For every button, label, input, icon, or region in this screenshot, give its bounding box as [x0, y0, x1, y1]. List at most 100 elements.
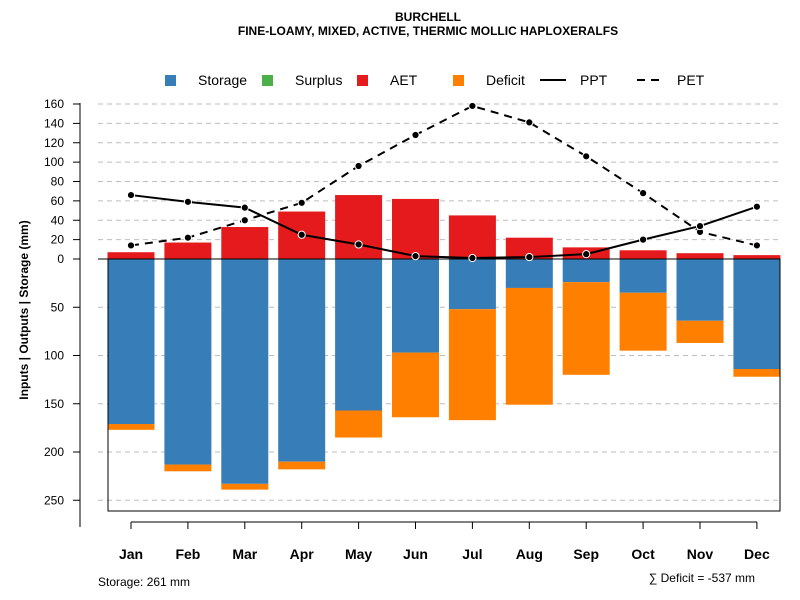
deficit-bar-aug: [505, 287, 553, 405]
deficit-bar-may: [335, 410, 383, 438]
deficit-bar-oct: [619, 292, 667, 351]
y-tick-label-80: 80: [51, 175, 65, 189]
x-tick-label-may: May: [345, 546, 372, 562]
deficit-bar-jul: [448, 309, 496, 421]
ppt-point-oct: [639, 235, 648, 244]
pet-point-apr: [297, 198, 306, 207]
bars: [107, 195, 781, 490]
legend-deficit-label: Deficit: [486, 72, 525, 88]
pet-point-mar: [240, 216, 249, 225]
storage-bar-may: [335, 259, 383, 411]
aet-bar-jan: [107, 252, 155, 259]
deficit-bar-mar: [221, 483, 269, 490]
storage-bar-sep: [562, 259, 610, 283]
ppt-point-dec: [752, 202, 762, 211]
storage-bar-apr: [278, 259, 326, 462]
pet-point-jan: [126, 241, 136, 250]
y-tick-label-neg-200: 200: [44, 445, 64, 459]
aet-bar-feb: [164, 242, 212, 259]
y-tick-label-neg-100: 100: [44, 349, 64, 363]
aet-bar-may: [335, 195, 383, 259]
y-tick-label-100: 100: [44, 155, 64, 169]
deficit-bar-dec: [733, 369, 781, 377]
legend-surplus-label: Surplus: [295, 72, 342, 88]
pet-point-jun: [411, 130, 420, 140]
storage-bar-feb: [164, 259, 212, 465]
ppt-point-nov: [695, 221, 705, 231]
pet-line: [130, 104, 758, 247]
legend-surplus-swatch: [262, 75, 273, 86]
aet-bar-mar: [221, 227, 269, 259]
y-tick-label-120: 120: [44, 136, 64, 150]
deficit-bar-jan: [107, 424, 155, 430]
legend-storage-swatch: [165, 75, 176, 86]
x-tick-label-nov: Nov: [687, 546, 714, 562]
pet-point-may: [354, 161, 363, 171]
y-axis-title: Inputs | Outputs | Storage (mm): [17, 220, 31, 399]
pet-point-feb: [183, 233, 192, 242]
legend: Storage Surplus AET Deficit PPT PET: [165, 72, 705, 88]
y-tick-label-0: 0: [57, 252, 64, 266]
ppt-point-jun: [411, 251, 420, 261]
storage-bar-mar: [221, 259, 269, 484]
ppt-point-apr: [297, 230, 306, 239]
storage-bar-jan: [107, 259, 155, 425]
storage-bar-nov: [676, 259, 724, 321]
x-tick-label-feb: Feb: [175, 546, 200, 562]
y-tick-label-neg-150: 150: [44, 397, 64, 411]
ppt-point-feb: [183, 197, 192, 206]
storage-bar-oct: [619, 259, 667, 293]
x-tick-label-apr: Apr: [290, 546, 315, 562]
deficit-bar-nov: [676, 320, 724, 343]
x-tick-label-jul: Jul: [462, 546, 482, 562]
x-tick-label-oct: Oct: [631, 546, 655, 562]
aet-bar-jul: [448, 215, 496, 259]
ppt-point-jul: [468, 253, 477, 263]
legend-deficit-swatch: [453, 75, 464, 86]
ppt-point-may: [354, 240, 363, 249]
y-axis-ticks: 0 20 40 60 80 100 120 140 160 50 100 150 200 250: [44, 97, 80, 507]
aet-bar-dec: [733, 255, 781, 259]
pet-point-dec: [752, 241, 762, 250]
legend-aet-swatch: [357, 75, 368, 86]
y-tick-label-neg-250: 250: [44, 493, 64, 507]
pet-point-oct: [639, 189, 648, 198]
deficit-bar-apr: [278, 461, 326, 470]
ppt-point-aug: [525, 252, 534, 262]
legend-aet-label: AET: [390, 72, 418, 88]
legend-pet-label: PET: [677, 72, 705, 88]
x-axis-ticks: Jan Feb Mar Apr May Jun Jul Aug Sep Oct Nov Dec: [119, 522, 770, 562]
aet-bar-jun: [392, 198, 439, 259]
ppt-point-jan: [126, 190, 136, 200]
ppt-line: [130, 194, 758, 260]
pet-point-aug: [525, 118, 534, 127]
aet-bar-oct: [619, 250, 667, 259]
y-tick-label-160: 160: [44, 97, 64, 111]
deficit-bar-feb: [164, 464, 212, 472]
ppt-point-sep: [582, 250, 591, 259]
chart-title: BURCHELL: [395, 10, 461, 24]
series-lines: [126, 101, 762, 263]
storage-bar-jul: [448, 259, 496, 310]
ppt-point-mar: [240, 203, 249, 212]
pet-point-jul: [468, 101, 477, 111]
legend-ppt-label: PPT: [580, 72, 608, 88]
storage-label: Storage: 261 mm: [98, 575, 190, 589]
y-tick-label-20: 20: [51, 233, 65, 247]
x-tick-label-jan: Jan: [119, 546, 143, 562]
deficit-label: ∑ Deficit = -537 mm: [649, 571, 755, 585]
deficit-bar-sep: [562, 282, 610, 375]
storage-bar-aug: [505, 259, 553, 288]
storage-bar-jun: [392, 259, 439, 353]
y-tick-label-140: 140: [44, 116, 64, 130]
y-tick-label-60: 60: [51, 194, 65, 208]
x-tick-label-mar: Mar: [232, 546, 257, 562]
y-tick-label-40: 40: [51, 213, 65, 227]
x-tick-label-jun: Jun: [403, 546, 428, 562]
pet-point-sep: [582, 152, 591, 161]
x-tick-label-sep: Sep: [573, 546, 599, 562]
x-tick-label-dec: Dec: [744, 546, 770, 562]
deficit-bar-jun: [392, 352, 439, 418]
x-tick-label-aug: Aug: [516, 546, 543, 562]
